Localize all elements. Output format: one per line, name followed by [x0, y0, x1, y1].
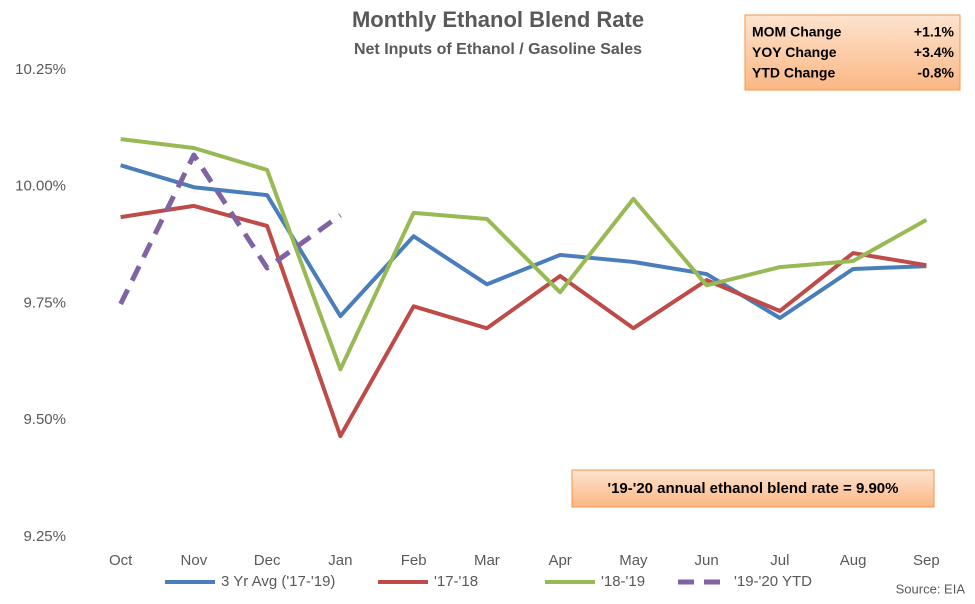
x-tick-label: Jan: [328, 552, 352, 569]
y-tick-label: 9.25%: [23, 528, 66, 545]
x-tick-label: Jun: [695, 552, 719, 569]
x-tick-label: Oct: [109, 552, 133, 569]
legend-label: '18-'19: [601, 573, 645, 590]
source: Source: EIA: [896, 581, 966, 596]
y-tick-label: 9.50%: [23, 411, 66, 428]
stat-value: +1.1%: [914, 24, 955, 40]
chart-title: Monthly Ethanol Blend Rate: [352, 7, 644, 32]
stat-label: MOM Change: [752, 24, 842, 40]
x-tick-label: Apr: [548, 552, 571, 569]
stat-label: YOY Change: [752, 44, 837, 60]
x-tick-label: Nov: [181, 552, 208, 569]
stats-box: [744, 14, 961, 91]
x-tick-label: Aug: [840, 552, 867, 569]
stat-value: -0.8%: [917, 65, 954, 81]
x-tick-label: Feb: [401, 552, 427, 569]
x-tick-label: Mar: [474, 552, 500, 569]
stat-label: YTD Change: [752, 65, 835, 81]
series-line: [118, 152, 342, 306]
legend-label: '17-'18: [434, 573, 478, 590]
series-line: [120, 203, 927, 439]
annotation: '19-'20 annual ethanol blend rate = 9.90…: [608, 480, 899, 497]
y-tick-label: 10.00%: [15, 178, 66, 195]
stat-value: +3.4%: [914, 44, 955, 60]
legend-label: 3 Yr Avg ('17-'19): [221, 573, 335, 590]
series-line: [120, 163, 927, 320]
chart-subtitle: Net Inputs of Ethanol / Gasoline Sales: [354, 41, 642, 58]
x-tick-label: Sep: [913, 552, 940, 569]
annotation-box: [571, 469, 935, 508]
x-tick-label: Jul: [770, 552, 789, 569]
y-tick-label: 10.25%: [15, 61, 66, 78]
legend-label: '19-'20 YTD: [734, 573, 812, 590]
series-line: [120, 137, 928, 372]
y-tick-label: 9.75%: [23, 294, 66, 311]
x-tick-label: May: [619, 552, 648, 569]
x-tick-label: Dec: [254, 552, 281, 569]
